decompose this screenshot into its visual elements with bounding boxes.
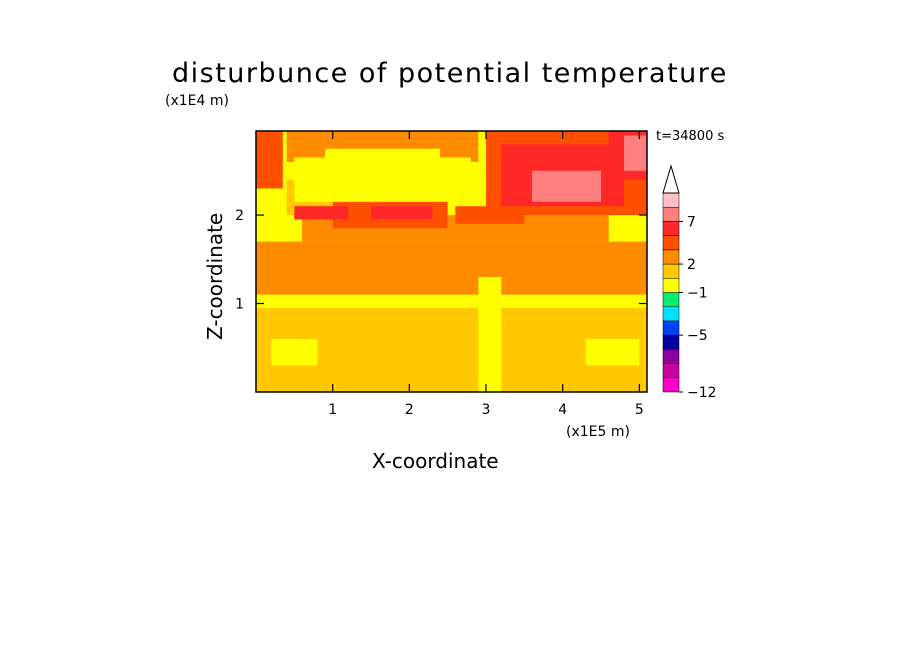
x-tick-label: 3: [482, 402, 491, 418]
colorbar-segment: [662, 334, 680, 350]
colorbar-segment: [662, 377, 680, 393]
heatmap-field: [256, 131, 647, 392]
x-tick-label: 2: [405, 402, 414, 418]
colorbar-segment: [662, 206, 680, 222]
colorbar: 7 2 −1 −5 −12: [662, 164, 717, 401]
colorbar-segment: [662, 249, 680, 265]
y-tick-label: 2: [235, 208, 244, 224]
x-axis-multiplier: (x1E5 m): [566, 424, 630, 440]
colorbar-label: 7: [687, 214, 696, 230]
heatmap-region: [294, 206, 348, 220]
heatmap-region: [624, 135, 647, 171]
time-label: t=34800 s: [656, 129, 725, 144]
heatmap-region: [371, 206, 433, 220]
colorbar-segment: [662, 221, 680, 236]
colorbar-label: −1: [687, 286, 708, 302]
colorbar-label: −12: [687, 385, 717, 401]
y-tick-label: 1: [235, 297, 244, 313]
colorbar-segment: [662, 363, 680, 379]
chart-title: disturbunce of potential temperature: [172, 58, 728, 89]
colorbar-segment: [662, 192, 680, 208]
heatmap-region: [256, 241, 647, 295]
x-tick-label: 1: [328, 402, 337, 418]
y-axis-multiplier: (x1E4 m): [165, 93, 229, 109]
heatmap-region: [585, 338, 640, 366]
colorbar-segment: [662, 320, 680, 336]
heatmap-region: [532, 170, 601, 202]
heatmap-region: [256, 307, 647, 392]
colorbar-segment: [662, 292, 680, 307]
x-axis-label: X-coordinate: [372, 449, 499, 473]
colorbar-label: 2: [687, 257, 696, 273]
x-tick-label: 4: [558, 402, 567, 418]
x-tick-label: 5: [635, 402, 644, 418]
heatmap-region: [478, 276, 502, 392]
plot-frame: [255, 130, 648, 393]
axis-ticks: 1 2 3 4 5 1 2: [235, 131, 647, 418]
colorbar-extend-arrow: [662, 164, 680, 194]
heatmap-region: [405, 175, 414, 180]
colorbar-segment: [662, 349, 680, 364]
colorbar-segment: [662, 306, 680, 322]
colorbar-segment: [662, 235, 680, 251]
heatmap-region: [271, 338, 318, 366]
colorbar-label: −5: [687, 328, 708, 344]
colorbar-segment: [662, 278, 680, 293]
colorbar-segment: [662, 263, 680, 279]
heatmap-region: [256, 131, 283, 189]
